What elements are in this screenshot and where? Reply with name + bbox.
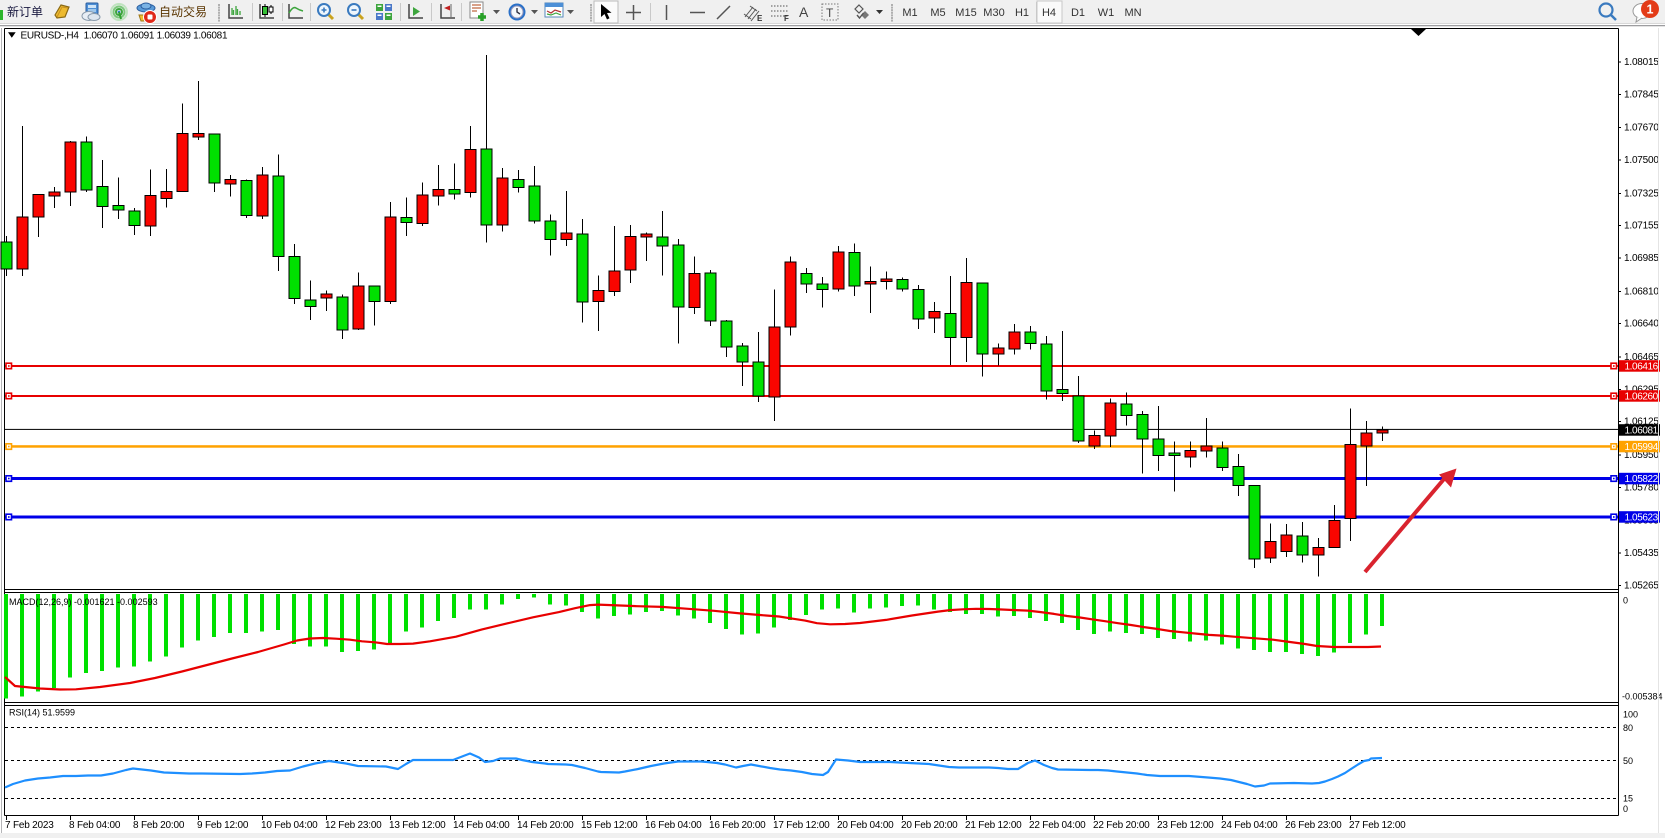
svg-text:50: 50 xyxy=(1623,756,1633,766)
svg-text:EURUSD-,H4 1.06070 1.06091 1.: EURUSD-,H4 1.06070 1.06091 1.06039 1.060… xyxy=(21,31,228,42)
svg-text:20 Feb 04:00: 20 Feb 04:00 xyxy=(837,820,894,831)
svg-text:24 Feb 04:00: 24 Feb 04:00 xyxy=(1221,820,1278,831)
svg-text:16 Feb 20:00: 16 Feb 20:00 xyxy=(709,820,766,831)
svg-text:1.05994: 1.05994 xyxy=(1625,442,1659,453)
svg-text:7 Feb 2023: 7 Feb 2023 xyxy=(5,820,54,831)
svg-text:14 Feb 04:00: 14 Feb 04:00 xyxy=(453,820,510,831)
svg-text:M30: M30 xyxy=(983,7,1004,19)
svg-text:1.05265: 1.05265 xyxy=(1624,580,1659,591)
svg-text:1.07845: 1.07845 xyxy=(1624,89,1659,100)
svg-text:15 Feb 12:00: 15 Feb 12:00 xyxy=(581,820,638,831)
svg-text:E: E xyxy=(757,14,763,23)
svg-text:W1: W1 xyxy=(1098,7,1115,19)
svg-text:1.08015: 1.08015 xyxy=(1624,57,1659,68)
svg-text:20 Feb 20:00: 20 Feb 20:00 xyxy=(901,820,958,831)
svg-text:1.05950: 1.05950 xyxy=(1624,450,1659,461)
svg-text:1.06260: 1.06260 xyxy=(1625,392,1659,403)
svg-text:16 Feb 04:00: 16 Feb 04:00 xyxy=(645,820,702,831)
svg-text:100: 100 xyxy=(1623,710,1638,720)
svg-text:M15: M15 xyxy=(955,7,976,19)
svg-text:10 Feb 04:00: 10 Feb 04:00 xyxy=(261,820,318,831)
svg-text:1.06640: 1.06640 xyxy=(1624,319,1659,330)
svg-text:14 Feb 20:00: 14 Feb 20:00 xyxy=(517,820,574,831)
svg-text:M1: M1 xyxy=(902,7,917,19)
svg-text:1.06295: 1.06295 xyxy=(1624,384,1659,395)
svg-text:MN: MN xyxy=(1124,7,1141,19)
svg-text:80: 80 xyxy=(1623,723,1633,733)
svg-text:8 Feb 04:00: 8 Feb 04:00 xyxy=(69,820,121,831)
svg-text:26 Feb 23:00: 26 Feb 23:00 xyxy=(1285,820,1342,831)
svg-text:22 Feb 20:00: 22 Feb 20:00 xyxy=(1093,820,1150,831)
svg-text:1.05780: 1.05780 xyxy=(1624,482,1659,493)
svg-text:1.05435: 1.05435 xyxy=(1624,548,1659,559)
svg-text:F: F xyxy=(784,14,789,23)
svg-text:1.07155: 1.07155 xyxy=(1624,221,1659,232)
svg-text:0: 0 xyxy=(1623,596,1628,606)
svg-text:RSI(14) 51.9599: RSI(14) 51.9599 xyxy=(9,708,75,718)
svg-text:1.07670: 1.07670 xyxy=(1624,123,1659,134)
svg-text:A: A xyxy=(799,4,809,20)
svg-text:9 Feb 12:00: 9 Feb 12:00 xyxy=(197,820,249,831)
svg-text:1.06810: 1.06810 xyxy=(1624,286,1659,297)
svg-text:23 Feb 12:00: 23 Feb 12:00 xyxy=(1157,820,1214,831)
svg-text:1.06465: 1.06465 xyxy=(1624,352,1659,363)
svg-text:22 Feb 04:00: 22 Feb 04:00 xyxy=(1029,820,1086,831)
svg-text:1.07325: 1.07325 xyxy=(1624,188,1659,199)
svg-text:1.07500: 1.07500 xyxy=(1624,155,1659,166)
svg-text:H1: H1 xyxy=(1015,7,1029,19)
svg-text:H4: H4 xyxy=(1042,7,1056,19)
svg-text:21 Feb 12:00: 21 Feb 12:00 xyxy=(965,820,1022,831)
svg-text:D1: D1 xyxy=(1071,7,1085,19)
svg-text:0: 0 xyxy=(1623,804,1628,814)
svg-text:17 Feb 12:00: 17 Feb 12:00 xyxy=(773,820,830,831)
svg-text:1.06125: 1.06125 xyxy=(1624,417,1659,428)
svg-text:1.06416: 1.06416 xyxy=(1625,362,1659,373)
svg-text:1.05623: 1.05623 xyxy=(1625,513,1659,524)
svg-text:M5: M5 xyxy=(930,7,945,19)
svg-text:8 Feb 20:00: 8 Feb 20:00 xyxy=(133,820,185,831)
svg-text:27 Feb 12:00: 27 Feb 12:00 xyxy=(1349,820,1406,831)
svg-text:1.06081: 1.06081 xyxy=(1625,426,1659,437)
svg-text:1: 1 xyxy=(1647,3,1654,17)
svg-text:12 Feb 23:00: 12 Feb 23:00 xyxy=(325,820,382,831)
svg-text:1.06985: 1.06985 xyxy=(1624,253,1659,264)
svg-text:1.05822: 1.05822 xyxy=(1625,474,1659,485)
svg-text:MACD(12,26,9) -0.001621 -0.002: MACD(12,26,9) -0.001621 -0.002593 xyxy=(9,597,158,607)
svg-text:自动交易: 自动交易 xyxy=(159,4,207,19)
svg-text:-0.005384: -0.005384 xyxy=(1622,692,1663,702)
svg-text:15: 15 xyxy=(1623,794,1633,804)
svg-text:13 Feb 12:00: 13 Feb 12:00 xyxy=(389,820,446,831)
svg-text:新订单: 新订单 xyxy=(7,4,43,19)
svg-text:T: T xyxy=(826,6,834,20)
